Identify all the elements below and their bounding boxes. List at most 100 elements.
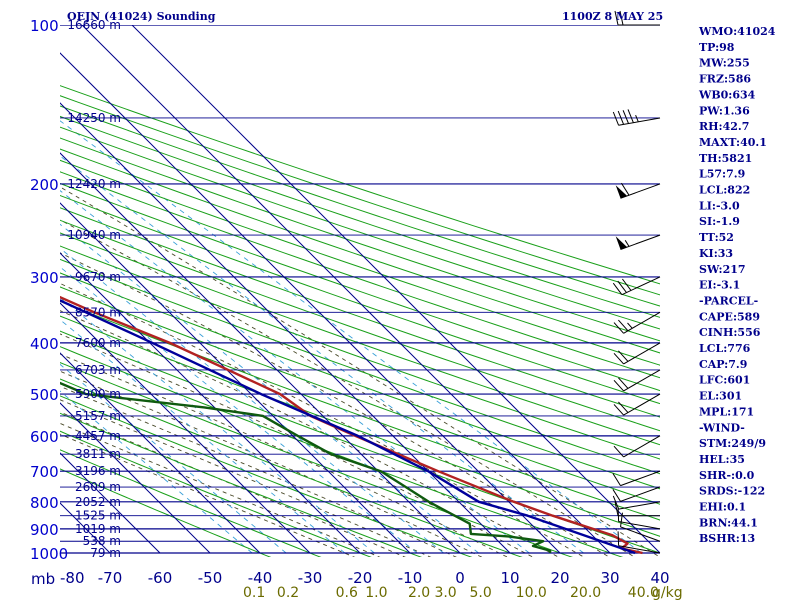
moist-adiabat [60, 433, 356, 557]
dry-adiabat [60, 430, 372, 557]
dry-adiabat [60, 171, 660, 379]
index-entry: SHR-:0.0 [699, 469, 755, 482]
temperature-tick-label: -50 [198, 569, 223, 587]
dry-adiabat [60, 245, 660, 460]
moist-adiabat [60, 399, 432, 557]
dry-adiabat [60, 85, 660, 285]
index-entry: RH:42.7 [699, 120, 749, 133]
wind-barb [612, 276, 661, 296]
index-entry: BRN:44.1 [699, 516, 758, 529]
index-entry: EL:301 [699, 390, 742, 403]
wind-barb [613, 369, 661, 392]
dry-adiabat [60, 148, 660, 354]
height-label: 4457 m [75, 429, 121, 443]
index-entry: EI:-3.1 [699, 279, 740, 292]
height-label: 10940 m [67, 228, 121, 242]
height-label: 8570 m [75, 305, 121, 319]
mixing-ratio-label: 0.6 [336, 585, 358, 600]
height-label: 3196 m [75, 464, 121, 478]
dry-adiabat [60, 95, 660, 296]
index-entry: MPL:171 [699, 405, 754, 418]
mixing-ratio-label: 3.0 [434, 585, 456, 600]
pressure-label: 100 [30, 17, 59, 35]
dry-adiabat [60, 159, 660, 366]
temperature-tick-label: -20 [348, 569, 373, 587]
height-label: 538 m [83, 534, 121, 548]
moist-adiabat [60, 252, 611, 557]
temperature-tick-label: 30 [600, 569, 619, 587]
isotherm [60, 402, 211, 554]
isobars [60, 25, 660, 554]
wind-barb [614, 10, 660, 26]
temperature-tick-label: 10 [500, 569, 519, 587]
indices-panel: WMO:41024 TP:98 MW:255 FRZ:586 WB0:634 PW:1.3… [698, 25, 776, 545]
index-entry: LI:-3.0 [699, 199, 740, 212]
height-label: 9670 m [75, 270, 121, 284]
dry-adiabat [60, 468, 272, 557]
pressure-label: 300 [30, 269, 59, 287]
mixing-ratio-label: 0.2 [277, 585, 299, 600]
wind-barb [612, 470, 661, 487]
pressure-labels: 100 200 300 400 500 600 700 800 900 1000 [30, 17, 68, 563]
pressure-label: 900 [30, 521, 59, 539]
height-label: 14250 m [67, 111, 121, 125]
wind-barb [612, 495, 661, 510]
isotherm [81, 25, 611, 554]
dry-adiabat [60, 395, 473, 557]
index-entry: KI:33 [699, 247, 733, 260]
pressure-label: 1000 [30, 545, 68, 563]
height-label: 3811 m [75, 447, 121, 461]
index-entry: WB0:634 [698, 88, 756, 101]
dry-adiabat [60, 449, 322, 557]
height-label: 2609 m [75, 480, 121, 494]
mixing-ratio-label: 20.0 [570, 585, 601, 600]
isotherm [0, 25, 10, 553]
index-entry: PW:1.36 [699, 104, 750, 117]
dry-adiabat [60, 346, 624, 557]
pressure-label: 200 [30, 176, 59, 194]
wind-barbs [612, 10, 661, 554]
temperature-tick-label: -80 [60, 569, 85, 587]
index-entry: CAPE:589 [699, 310, 760, 323]
mixing-ratio-label: 10.0 [516, 585, 547, 600]
height-label: 12420 m [67, 177, 121, 191]
height-label: 1525 m [75, 509, 121, 523]
parcel-line [60, 299, 636, 555]
temperature-tick-label: -40 [248, 569, 273, 587]
temperature-tick-label: -10 [398, 569, 423, 587]
moist-adiabat [60, 186, 660, 557]
temperature-tick-labels: -80 -70 -60 -50 -40 -30 -20 -10 0 10 20 30 40 [60, 569, 670, 587]
index-entry: LFC:601 [699, 374, 750, 387]
index-entry: CINH:556 [699, 326, 761, 339]
mixing-ratio-label: 5.0 [469, 585, 491, 600]
height-labels: 16660 m 14250 m 12420 m 10940 m 9670 m 8570 m… [67, 18, 121, 560]
mixing-ratio-label: 2.0 [408, 585, 430, 600]
height-label: 79 m [90, 546, 121, 560]
dry-adiabat [60, 219, 660, 432]
index-entry: SRDS:-122 [699, 485, 765, 498]
chart-title: OEJN (41024) Sounding [67, 10, 216, 23]
pressure-label: 600 [30, 428, 59, 446]
wind-barb [617, 531, 661, 554]
isotherm [60, 52, 561, 554]
index-entry: WMO:41024 [698, 25, 776, 38]
plot-area [0, 25, 660, 557]
moist-adiabat [60, 219, 636, 557]
moist-adiabat [60, 282, 585, 557]
index-entry: -PARCEL- [699, 294, 758, 307]
wind-barb [615, 234, 661, 250]
dry-adiabat [60, 194, 660, 405]
height-label: 2052 m [75, 495, 121, 509]
mixing-ratio-labels: 0.1 0.2 0.6 1.0 2.0 3.0 5.0 10.0 20.0 40.0 [243, 585, 659, 600]
mixing-ratio-label: 1.0 [365, 585, 387, 600]
dry-adiabat [60, 300, 660, 521]
profile-lines [60, 295, 643, 555]
moist-adiabat [60, 370, 483, 557]
height-label: 16660 m [67, 18, 121, 32]
mixing-ratio-unit: g/kg [652, 585, 683, 600]
dry-adiabat [60, 362, 573, 557]
dry-adiabat [60, 126, 660, 330]
dry-adiabats [60, 85, 660, 557]
index-entry: LCL:822 [699, 184, 750, 197]
